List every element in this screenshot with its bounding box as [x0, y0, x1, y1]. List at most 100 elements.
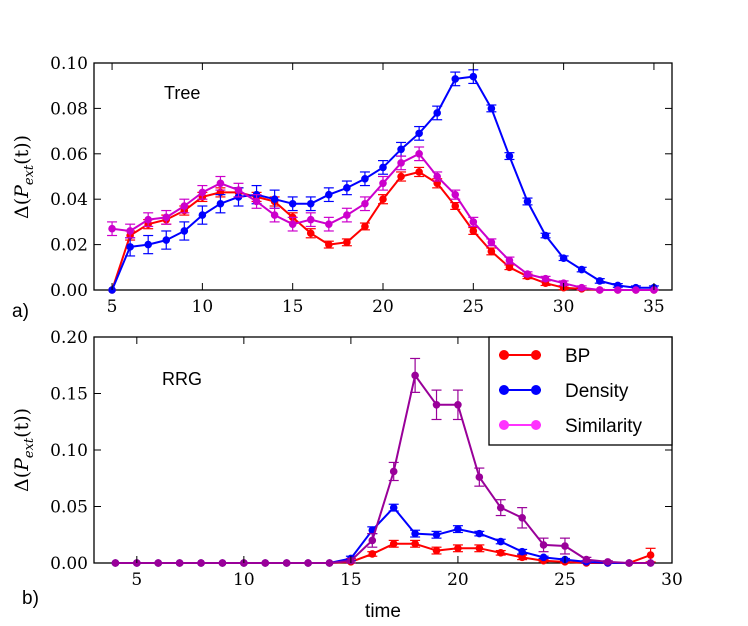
data-point — [415, 150, 423, 158]
data-point — [451, 190, 460, 199]
panel-label: b) — [22, 588, 39, 609]
data-point — [496, 549, 505, 557]
x-tick-label: 15 — [282, 297, 304, 317]
legend-marker-similarity — [499, 420, 509, 430]
data-point — [216, 179, 225, 188]
y-axis-label-tail: (t)) — [11, 135, 33, 165]
data-point — [111, 559, 120, 567]
data-point — [505, 263, 514, 272]
data-point — [252, 197, 261, 206]
data-point — [197, 559, 205, 567]
legend-label-similarity: Similarity — [565, 416, 643, 437]
x-tick-label: 10 — [233, 570, 255, 590]
data-point — [433, 109, 441, 117]
x-tick-label: 15 — [340, 570, 362, 590]
data-point — [432, 546, 441, 555]
data-point — [397, 145, 405, 154]
data-point — [454, 544, 462, 553]
data-point — [646, 551, 655, 559]
data-point — [411, 529, 419, 538]
y-axis-label-prefix: Δ( — [11, 198, 33, 219]
x-tick-label: 20 — [447, 570, 469, 590]
data-point — [379, 163, 387, 172]
data-point — [487, 247, 496, 256]
data-point — [496, 537, 505, 546]
data-point — [523, 197, 532, 206]
y-axis-label: Δ(Pext(t)) — [11, 135, 37, 219]
data-point — [487, 238, 496, 247]
data-point — [496, 503, 505, 512]
data-point — [343, 238, 351, 247]
legend-marker-bp — [531, 350, 541, 360]
data-point — [469, 218, 478, 226]
data-point — [397, 172, 405, 181]
data-point — [180, 202, 189, 210]
legend-entries: BP Density Similarity — [499, 346, 643, 437]
data-point — [432, 401, 441, 409]
panel-b-rrg: 5 10 15 20 25 30 0.000.050.100.150.20 RRG b) … — [11, 328, 683, 609]
data-point — [561, 542, 569, 550]
y-tick-label: 0.02 — [50, 236, 88, 256]
x-tick-label: 25 — [554, 570, 576, 590]
data-point — [325, 220, 333, 228]
series-similarity — [107, 146, 659, 294]
data-point — [475, 544, 484, 553]
y-axis-label-symbol: P — [11, 457, 33, 472]
data-point — [343, 184, 351, 192]
data-point — [198, 211, 207, 219]
data-point — [411, 371, 419, 380]
data-point — [270, 211, 279, 219]
y-axis-label-symbol: P — [11, 184, 33, 199]
x-tick-label: 20 — [372, 297, 394, 317]
data-point — [306, 215, 315, 224]
panel-title: RRG — [162, 369, 202, 389]
x-ticks: 5 10 15 20 25 30 — [131, 337, 683, 590]
data-point — [288, 220, 297, 228]
legend-marker-similarity — [531, 420, 541, 430]
data-point — [541, 231, 550, 240]
data-point — [361, 174, 369, 183]
y-tick-label: 0.04 — [50, 190, 88, 210]
data-point — [454, 401, 462, 409]
data-point — [218, 559, 227, 567]
data-point — [282, 559, 291, 567]
data-point — [343, 211, 351, 219]
x-tick-label: 30 — [661, 570, 683, 590]
legend-marker-density — [499, 385, 509, 395]
y-tick-label: 0.10 — [50, 441, 88, 461]
y-ticks: 0.00 0.05 0.10 0.15 0.20 — [50, 328, 672, 574]
data-point — [475, 473, 484, 481]
legend-label-bp: BP — [565, 346, 590, 367]
data-point — [451, 75, 460, 83]
legend-label-density: Density — [565, 381, 629, 402]
x-tick-label: 10 — [192, 297, 214, 317]
data-point — [180, 227, 189, 235]
x-ticks: 5 10 15 20 25 30 35 — [107, 63, 665, 317]
x-tick-label: 5 — [131, 570, 142, 590]
legend-marker-bp — [499, 350, 509, 360]
panel-a-tree: 5 10 15 20 25 30 35 0.00 0.02 0.04 0.06 0.08 0.10 T… — [11, 54, 673, 322]
data-point — [144, 240, 152, 249]
data-point — [325, 240, 333, 249]
x-tick-label: 35 — [643, 297, 665, 317]
data-point — [126, 243, 134, 251]
data-point — [216, 199, 225, 208]
data-point — [432, 530, 441, 539]
y-tick-label: 0.08 — [50, 99, 88, 119]
data-point — [304, 559, 312, 567]
data-point — [175, 559, 184, 567]
data-point — [261, 559, 270, 567]
data-point — [154, 559, 163, 567]
y-ticks: 0.00 0.02 0.04 0.06 0.08 0.10 — [50, 54, 672, 301]
y-tick-label: 0.05 — [50, 498, 88, 518]
panel-title: Tree — [164, 83, 200, 103]
data-point — [614, 286, 622, 294]
y-axis-label-tail: (t)) — [11, 408, 33, 438]
data-point — [559, 254, 568, 263]
x-tick-label: 30 — [553, 297, 575, 317]
y-axis-label-subscript: ext — [22, 164, 37, 185]
y-tick-label: 0.00 — [50, 281, 88, 301]
data-point — [433, 172, 441, 181]
data-point — [379, 179, 387, 188]
